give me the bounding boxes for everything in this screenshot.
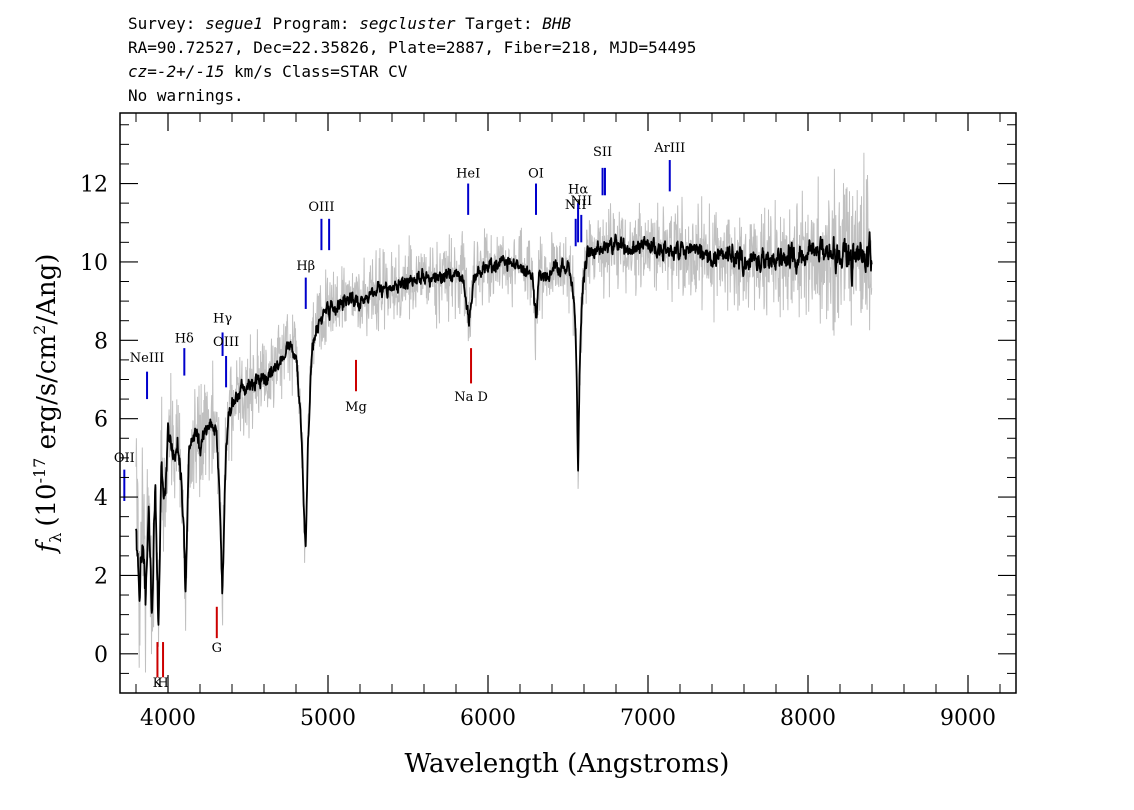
marker-label-4341: Hγ <box>213 312 232 327</box>
y-axis-label: fλ(10-17 erg/s/cm2/Ang) <box>30 254 65 555</box>
header-line-warnings: No warnings. <box>128 86 244 105</box>
x-tick-label-4000: 4000 <box>140 706 196 731</box>
marker-label-3869: NeIII <box>130 351 164 366</box>
y-label-mid: erg/s/cm <box>32 335 62 458</box>
target-label: Target: <box>455 14 543 33</box>
cz-value: -2+/-15 <box>156 62 225 81</box>
header-line-coordinates: RA=90.72527, Dec=22.35826, Plate=2887, F… <box>128 38 697 57</box>
marker-label-5175: Mg <box>345 400 367 415</box>
y-tick-label-6: 6 <box>94 408 108 433</box>
cz-label: cz <box>128 62 148 81</box>
y-label-sub: λ <box>46 533 65 543</box>
y-tick-label-8: 8 <box>94 329 108 354</box>
flux-trace <box>135 231 873 626</box>
marker-label-4959: OIII <box>308 200 334 215</box>
spectrum-header: Survey: segue1 Program: segcluster Targe… <box>128 12 696 108</box>
marker-label-4305: G <box>212 641 222 656</box>
marker-label-6563: Hα <box>568 182 588 197</box>
marker-label-6548: NII <box>565 198 587 213</box>
marker-label-6583: NII <box>570 194 592 209</box>
marker-label-6716: SII <box>593 145 612 160</box>
y-label-exp: -17 <box>30 458 49 484</box>
class-text: km/s Class=STAR CV <box>224 62 408 81</box>
marker-label-5876: HeI <box>456 167 480 182</box>
x-tick-label-6000: 6000 <box>460 706 516 731</box>
cz-equals: = <box>147 62 157 81</box>
marker-label-4102: Hδ <box>175 331 194 346</box>
error-band-trace <box>135 152 873 673</box>
survey-value: segue1 <box>205 14 263 33</box>
error-band-layer <box>135 152 873 673</box>
x-tick-label-9000: 9000 <box>940 706 996 731</box>
plot-frame <box>119 112 1017 694</box>
y-tick-label-2: 2 <box>94 564 108 589</box>
marker-label-3934: K <box>153 676 163 691</box>
tick-layer: 4000 5000 6000 7000 8000 9000 0 2 4 6 8 10 12 <box>80 113 1016 731</box>
y-label-post: /Ang) <box>32 254 62 325</box>
x-axis-label: Wavelength (Angstroms) <box>405 749 730 779</box>
marker-label-5894: Na D <box>454 390 488 405</box>
x-tick-label-7000: 7000 <box>620 706 676 731</box>
y-label-pre: (10 <box>32 483 62 526</box>
survey-label: Survey: <box>128 14 206 33</box>
header-line-redshift: cz=-2+/-15 km/s Class=STAR CV <box>128 60 696 84</box>
header-line-survey: Survey: segue1 Program: segcluster Targe… <box>128 12 696 36</box>
program-label: Program: <box>262 14 360 33</box>
marker-label-4363: OIII <box>213 335 239 350</box>
marker-label-6300: OI <box>528 167 544 182</box>
y-tick-label-0: 0 <box>94 643 108 668</box>
x-tick-label-5000: 5000 <box>300 706 356 731</box>
marker-label-3969: H <box>157 676 168 691</box>
marker-label-4861: Hβ <box>296 259 315 274</box>
flux-layer <box>135 231 873 626</box>
y-tick-label-4: 4 <box>94 486 108 511</box>
target-value: BHB <box>542 14 572 33</box>
y-tick-label-12: 12 <box>80 173 108 198</box>
y-label-exp2: 2 <box>30 325 49 335</box>
y-tick-label-10: 10 <box>80 251 108 276</box>
x-tick-label-8000: 8000 <box>780 706 836 731</box>
marker-label-7136: ArIII <box>653 141 685 156</box>
program-value: segcluster <box>359 14 456 33</box>
